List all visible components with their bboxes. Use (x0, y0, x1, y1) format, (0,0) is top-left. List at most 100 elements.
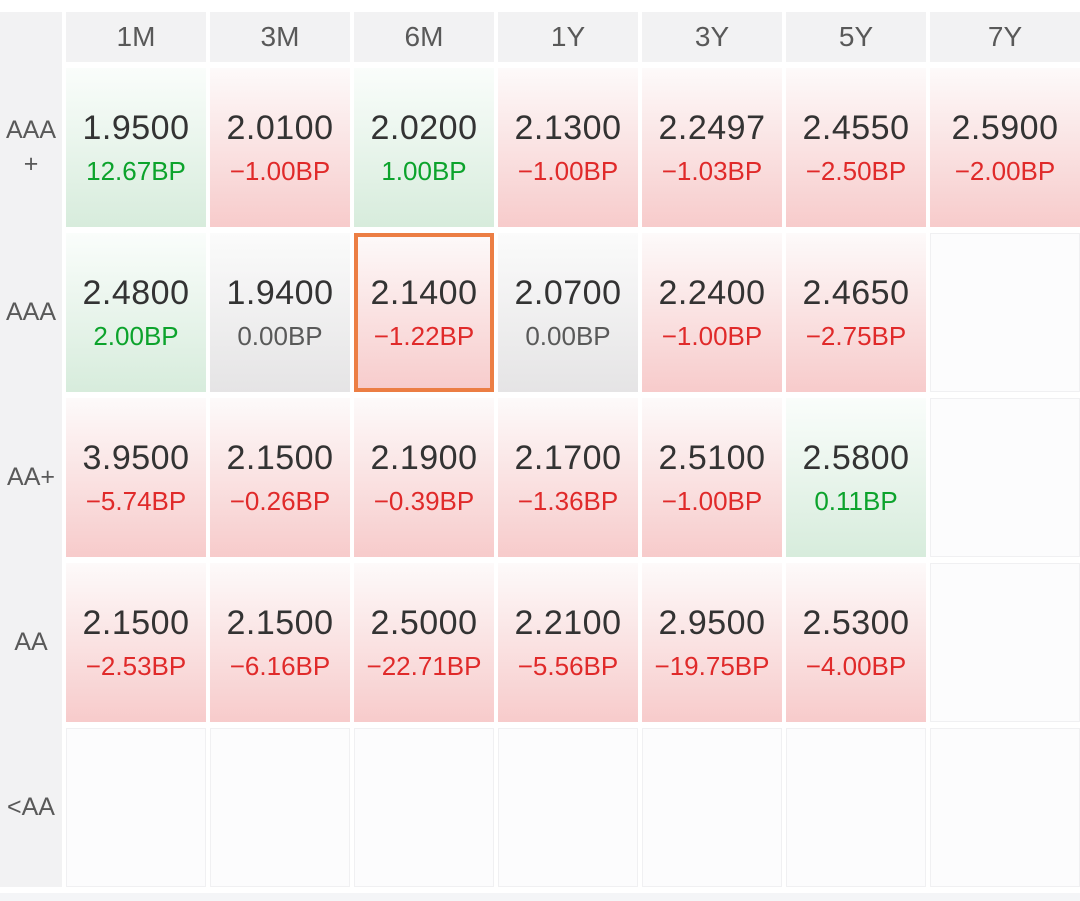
empty-cell (930, 728, 1080, 887)
rate-value: 2.0700 (514, 273, 622, 312)
rate-value: 3.9500 (82, 438, 190, 477)
rate-value: 2.2100 (514, 603, 622, 642)
grid-row: AAA+ 1.9500 12.67BP 2.0100 −1.00BP 2.0200 1.00… (0, 68, 1080, 227)
change-bp-value: −1.03BP (661, 155, 763, 186)
empty-cell (66, 728, 206, 887)
change-bp-value: −2.75BP (805, 320, 907, 351)
change-bp-value: −5.74BP (85, 485, 187, 516)
column-header-5Y: 5Y (786, 12, 926, 62)
empty-cell (498, 728, 638, 887)
change-bp-value: −2.50BP (805, 155, 907, 186)
empty-cell (930, 233, 1080, 392)
rate-cell[interactable]: 2.1500 −6.16BP (210, 563, 350, 722)
rate-value: 2.5100 (658, 438, 766, 477)
bottom-strip (0, 893, 1080, 901)
rate-value: 2.4650 (802, 273, 910, 312)
grid-row: AA+ 3.9500 −5.74BP 2.1500 −0.26BP 2.1900 −0.39… (0, 398, 1080, 557)
grid-row: AAA 2.4800 2.00BP 1.9400 0.00BP 2.1400 −1.22BP… (0, 233, 1080, 392)
rate-cell[interactable]: 2.1300 −1.00BP (498, 68, 638, 227)
rate-value: 2.0100 (226, 108, 334, 147)
rate-value: 2.1500 (226, 603, 334, 642)
rate-value: 1.9500 (82, 108, 190, 147)
column-header-1M: 1M (66, 12, 206, 62)
rating-label-column-background (0, 12, 62, 887)
rate-value: 2.0200 (370, 108, 478, 147)
header-row: 1M 3M 6M 1Y 3Y 5Y 7Y (0, 12, 1080, 62)
rate-cell[interactable]: 1.9500 12.67BP (66, 68, 206, 227)
rate-cell[interactable]: 2.0200 1.00BP (354, 68, 494, 227)
change-bp-value: −1.00BP (517, 155, 619, 186)
change-bp-value: −1.22BP (373, 320, 475, 351)
column-header-6M: 6M (354, 12, 494, 62)
rate-cell[interactable]: 2.5300 −4.00BP (786, 563, 926, 722)
change-bp-value: −1.00BP (661, 320, 763, 351)
rate-cell[interactable]: 2.0100 −1.00BP (210, 68, 350, 227)
rate-cell[interactable]: 2.4550 −2.50BP (786, 68, 926, 227)
rate-cell[interactable]: 2.9500 −19.75BP (642, 563, 782, 722)
rate-cell[interactable]: 3.9500 −5.74BP (66, 398, 206, 557)
change-bp-value: 0.00BP (525, 320, 611, 351)
rate-value: 2.4550 (802, 108, 910, 147)
change-bp-value: 0.00BP (237, 320, 323, 351)
change-bp-value: 12.67BP (86, 155, 186, 186)
change-bp-value: 1.00BP (381, 155, 467, 186)
change-bp-value: −1.00BP (229, 155, 331, 186)
empty-cell (642, 728, 782, 887)
rate-value: 2.5000 (370, 603, 478, 642)
empty-cell (930, 398, 1080, 557)
rate-value: 2.5800 (802, 438, 910, 477)
rate-cell[interactable]: 2.1500 −2.53BP (66, 563, 206, 722)
rate-value: 2.2497 (658, 108, 766, 147)
change-bp-value: −1.36BP (517, 485, 619, 516)
change-bp-value: −5.56BP (517, 650, 619, 681)
change-bp-value: −22.71BP (366, 650, 482, 681)
empty-cell (786, 728, 926, 887)
column-header-7Y: 7Y (930, 12, 1080, 62)
grid-row: <AA (0, 728, 1080, 887)
rate-cell[interactable]: 2.2400 −1.00BP (642, 233, 782, 392)
corner-cell (0, 12, 62, 62)
grid-row: AA 2.1500 −2.53BP 2.1500 −6.16BP 2.5000 −22.71… (0, 563, 1080, 722)
rate-value: 2.1500 (226, 438, 334, 477)
rate-value: 2.2400 (658, 273, 766, 312)
change-bp-value: 2.00BP (93, 320, 179, 351)
column-header-1Y: 1Y (498, 12, 638, 62)
rate-cell[interactable]: 2.5800 0.11BP (786, 398, 926, 557)
rate-cell[interactable]: 2.5000 −22.71BP (354, 563, 494, 722)
rate-cell[interactable]: 2.4800 2.00BP (66, 233, 206, 392)
rate-value: 2.1700 (514, 438, 622, 477)
change-bp-value: 0.11BP (814, 485, 898, 516)
rate-cell[interactable]: 2.2100 −5.56BP (498, 563, 638, 722)
rate-cell-selected[interactable]: 2.1400 −1.22BP (354, 233, 494, 392)
change-bp-value: −0.39BP (373, 485, 475, 516)
rate-cell[interactable]: 1.9400 0.00BP (210, 233, 350, 392)
rate-cell[interactable]: 2.1900 −0.39BP (354, 398, 494, 557)
row-label-rating: AA+ (7, 462, 55, 491)
empty-cell (930, 563, 1080, 722)
rate-value: 2.9500 (658, 603, 766, 642)
rate-value: 2.1500 (82, 603, 190, 642)
rate-cell[interactable]: 2.5900 −2.00BP (930, 68, 1080, 227)
rate-cell[interactable]: 2.4650 −2.75BP (786, 233, 926, 392)
change-bp-value: −2.53BP (85, 650, 187, 681)
grid-body: AAA+ 1.9500 12.67BP 2.0100 −1.00BP 2.0200 1.00… (0, 68, 1080, 887)
row-label-rating: AAA (5, 297, 57, 326)
empty-cell (354, 728, 494, 887)
rate-cell[interactable]: 2.5100 −1.00BP (642, 398, 782, 557)
rate-cell[interactable]: 2.0700 0.00BP (498, 233, 638, 392)
rate-cell[interactable]: 2.2497 −1.03BP (642, 68, 782, 227)
rate-value: 2.4800 (82, 273, 190, 312)
rate-cell[interactable]: 2.1700 −1.36BP (498, 398, 638, 557)
rate-value: 2.5300 (802, 603, 910, 642)
change-bp-value: −6.16BP (229, 650, 331, 681)
change-bp-value: −2.00BP (954, 155, 1056, 186)
row-label-rating: <AA (7, 792, 55, 821)
change-bp-value: −4.00BP (805, 650, 907, 681)
rate-value: 2.5900 (951, 108, 1059, 147)
rate-value: 2.1400 (370, 273, 478, 312)
row-label-rating: AA (14, 627, 48, 656)
rate-value: 1.9400 (226, 273, 334, 312)
rate-cell[interactable]: 2.1500 −0.26BP (210, 398, 350, 557)
change-bp-value: −19.75BP (654, 650, 770, 681)
